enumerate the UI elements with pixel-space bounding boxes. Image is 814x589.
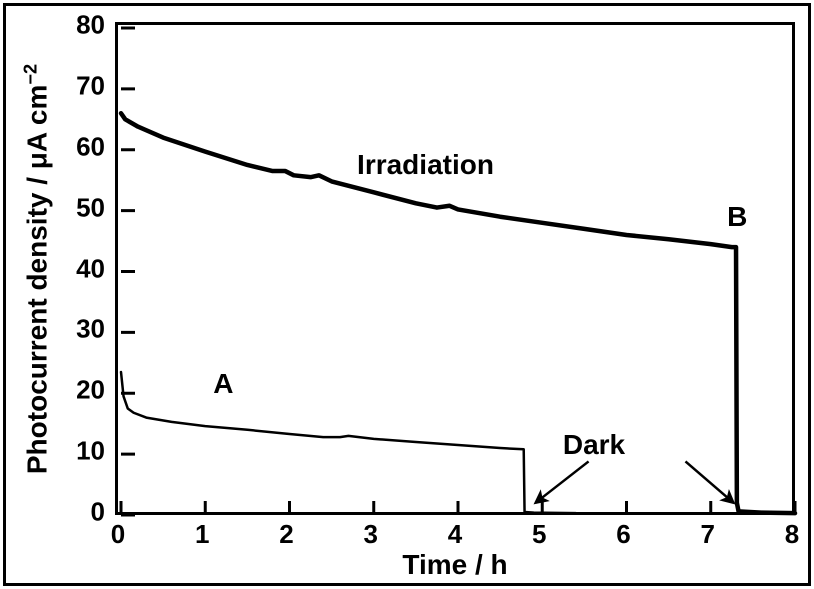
y-tick-label: 0 bbox=[91, 497, 105, 528]
x-tick-label: 1 bbox=[195, 519, 209, 550]
x-tick-label: 6 bbox=[616, 519, 630, 550]
x-tick-label: 2 bbox=[279, 519, 293, 550]
series-label-a: A bbox=[213, 368, 233, 400]
y-tick-label: 10 bbox=[76, 436, 105, 467]
y-axis-label-main: Photocurrent density / μA cm bbox=[22, 84, 53, 473]
x-axis-label: Time / h bbox=[402, 549, 507, 581]
x-tick-label: 8 bbox=[785, 519, 799, 550]
annotation-irradiation: Irradiation bbox=[357, 149, 494, 181]
x-tick-label: 7 bbox=[701, 519, 715, 550]
y-tick-label: 40 bbox=[76, 253, 105, 284]
y-tick-label: 70 bbox=[76, 70, 105, 101]
x-tick-label: 5 bbox=[532, 519, 546, 550]
annotation-dark: Dark bbox=[563, 429, 625, 461]
x-tick-label: 3 bbox=[364, 519, 378, 550]
y-axis-label: Photocurrent density / μA cm−2 bbox=[20, 63, 53, 473]
x-tick-label: 0 bbox=[111, 519, 125, 550]
series-label-b: B bbox=[727, 201, 747, 233]
x-tick-label: 4 bbox=[448, 519, 462, 550]
y-tick-label: 80 bbox=[76, 10, 105, 41]
y-tick-label: 50 bbox=[76, 192, 105, 223]
plot-svg bbox=[118, 25, 798, 518]
plot-area bbox=[115, 22, 795, 515]
y-tick-label: 20 bbox=[76, 375, 105, 406]
y-tick-label: 60 bbox=[76, 131, 105, 162]
y-axis-label-sup: −2 bbox=[20, 63, 40, 84]
y-tick-label: 30 bbox=[76, 314, 105, 345]
